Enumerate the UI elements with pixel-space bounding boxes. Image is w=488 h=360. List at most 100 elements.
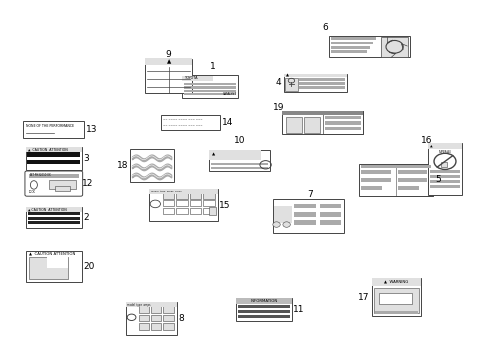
Text: ▲  WARNING: ▲ WARNING bbox=[383, 280, 407, 284]
Text: ▲ CAUTION  ATTENTION: ▲ CAUTION ATTENTION bbox=[27, 207, 66, 211]
Bar bbox=[283, 74, 346, 77]
Bar bbox=[25, 147, 82, 152]
Bar bbox=[145, 58, 191, 65]
Bar bbox=[238, 305, 289, 308]
Bar bbox=[189, 208, 201, 214]
Bar bbox=[272, 199, 343, 233]
Text: 6: 6 bbox=[322, 22, 327, 31]
Circle shape bbox=[433, 153, 455, 170]
Text: ▲: ▲ bbox=[285, 73, 288, 78]
Text: EXT·FH32010·0X: EXT·FH32010·0X bbox=[30, 174, 51, 177]
Bar bbox=[360, 165, 430, 168]
Bar bbox=[183, 83, 236, 85]
Bar bbox=[319, 220, 341, 225]
Bar bbox=[126, 302, 177, 307]
Bar bbox=[359, 164, 432, 196]
Bar bbox=[325, 127, 360, 130]
Text: 5: 5 bbox=[434, 175, 440, 184]
Bar bbox=[322, 111, 362, 134]
Bar bbox=[176, 193, 187, 199]
Bar bbox=[282, 111, 362, 115]
Bar bbox=[139, 323, 149, 330]
Bar bbox=[145, 58, 191, 93]
Bar bbox=[429, 175, 459, 178]
Bar bbox=[189, 193, 201, 199]
Text: 8: 8 bbox=[178, 314, 184, 323]
Bar bbox=[161, 115, 220, 130]
Bar bbox=[440, 162, 446, 167]
Bar bbox=[163, 323, 173, 330]
Bar bbox=[27, 212, 80, 215]
Text: model  type  amps  amps: model type amps amps bbox=[150, 191, 181, 192]
Bar bbox=[27, 217, 80, 220]
Bar bbox=[294, 220, 315, 225]
Text: ▲  CAUTION  ATTENTION: ▲ CAUTION ATTENTION bbox=[27, 148, 67, 152]
Text: 16: 16 bbox=[420, 136, 431, 145]
Bar bbox=[294, 212, 315, 217]
Bar bbox=[163, 306, 173, 313]
Text: CATALYST: CATALYST bbox=[222, 93, 236, 96]
Text: ▲: ▲ bbox=[211, 153, 214, 157]
Text: 17: 17 bbox=[357, 292, 368, 302]
Text: 11: 11 bbox=[293, 305, 305, 314]
Bar bbox=[203, 208, 214, 214]
Text: 10: 10 bbox=[233, 136, 245, 145]
Bar bbox=[139, 315, 149, 321]
Bar bbox=[361, 178, 390, 182]
Bar bbox=[182, 76, 213, 81]
Bar bbox=[25, 207, 82, 212]
Bar bbox=[126, 302, 177, 335]
Bar bbox=[176, 200, 187, 207]
Bar bbox=[47, 257, 68, 268]
Bar bbox=[47, 257, 68, 268]
FancyBboxPatch shape bbox=[25, 171, 82, 196]
Text: 12: 12 bbox=[82, 179, 93, 188]
Bar bbox=[285, 78, 297, 91]
Bar bbox=[378, 293, 411, 304]
Bar bbox=[209, 150, 261, 160]
Bar bbox=[29, 174, 79, 178]
Bar bbox=[331, 41, 372, 44]
Text: INFORMATION: INFORMATION bbox=[250, 299, 277, 303]
Text: NONE OF THE PERFORMANCE: NONE OF THE PERFORMANCE bbox=[25, 124, 74, 128]
Bar bbox=[163, 208, 174, 214]
Bar bbox=[203, 200, 214, 207]
Bar bbox=[151, 306, 161, 313]
Bar bbox=[23, 121, 84, 138]
Bar bbox=[25, 207, 82, 228]
Bar bbox=[55, 186, 70, 191]
Bar bbox=[163, 315, 173, 321]
Bar bbox=[429, 185, 459, 188]
Text: 20: 20 bbox=[83, 262, 94, 271]
Bar bbox=[373, 288, 418, 313]
Bar bbox=[331, 37, 375, 40]
Bar bbox=[151, 323, 161, 330]
Text: ~~ ~~~~ ~~~~ ~~~ ~~~: ~~ ~~~~ ~~~~ ~~~ ~~~ bbox=[163, 117, 203, 122]
Text: 4: 4 bbox=[275, 78, 281, 87]
Text: ~~ ~~~~ ~~~~ ~~~ ~~~: ~~ ~~~~ ~~~~ ~~~ ~~~ bbox=[163, 124, 203, 128]
Text: 9: 9 bbox=[165, 50, 171, 59]
Bar bbox=[283, 74, 346, 92]
Bar bbox=[209, 207, 216, 215]
Bar bbox=[176, 208, 187, 214]
Text: ▲: ▲ bbox=[429, 144, 432, 148]
Bar bbox=[183, 90, 236, 92]
Text: 19: 19 bbox=[272, 103, 284, 112]
Bar bbox=[331, 46, 369, 49]
Bar bbox=[28, 257, 68, 279]
Bar bbox=[429, 170, 459, 174]
Bar bbox=[331, 50, 366, 53]
Bar bbox=[397, 170, 427, 174]
Bar bbox=[27, 152, 80, 157]
Bar bbox=[163, 193, 174, 199]
Text: 2: 2 bbox=[83, 213, 89, 222]
Bar bbox=[304, 117, 320, 133]
Bar bbox=[49, 180, 76, 189]
Circle shape bbox=[282, 222, 290, 227]
Text: TOYOTA: TOYOTA bbox=[183, 76, 197, 80]
Text: ▲: ▲ bbox=[166, 59, 170, 64]
Bar bbox=[129, 149, 173, 182]
Text: 13: 13 bbox=[86, 125, 98, 134]
Bar bbox=[371, 278, 420, 286]
Bar bbox=[282, 111, 362, 134]
